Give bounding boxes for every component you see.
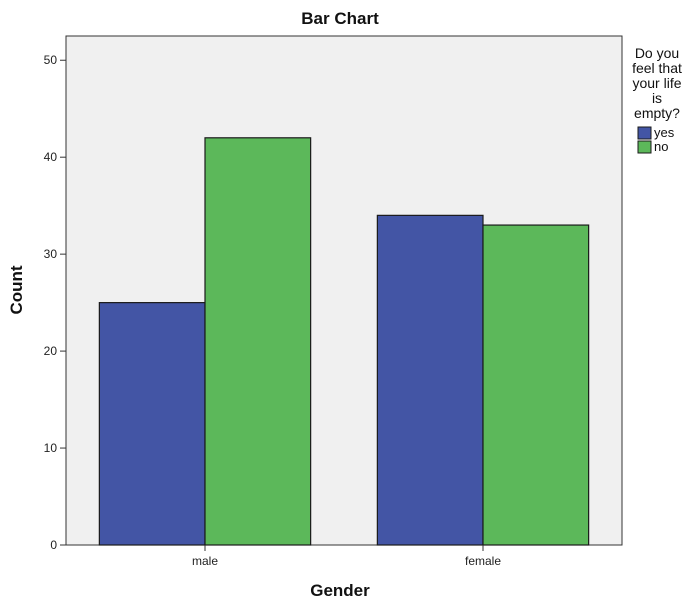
- bars-layer: [98, 137, 590, 546]
- x-tick-label-female: female: [465, 554, 501, 568]
- bar-female-yes: [376, 214, 484, 546]
- y-tick-label-40: 40: [44, 150, 58, 164]
- y-axis-title: Count: [7, 265, 26, 314]
- legend-title-line-2: feel that: [632, 60, 682, 76]
- legend-title-line-3: your life: [632, 75, 681, 91]
- legend-label-yes: yes: [654, 125, 675, 140]
- legend-label-no: no: [654, 139, 668, 154]
- bar-male-no: [204, 137, 312, 546]
- y-tick-label-20: 20: [44, 344, 58, 358]
- y-tick-label-0: 0: [50, 538, 57, 552]
- legend-title-line-4: is: [652, 90, 662, 106]
- y-axis: 0 10 20 30 40 50: [44, 53, 66, 552]
- bar-male-yes: [98, 302, 206, 546]
- legend-title-line-1: Do you: [635, 45, 679, 61]
- x-axis-title: Gender: [310, 581, 370, 600]
- y-tick-label-50: 50: [44, 53, 58, 67]
- bar-female-no: [482, 224, 590, 546]
- legend-title-line-5: empty?: [634, 105, 680, 121]
- legend-swatch-yes: [637, 126, 652, 140]
- x-axis: male female: [192, 545, 501, 568]
- chart-title: Bar Chart: [301, 9, 379, 28]
- y-tick-label-30: 30: [44, 247, 58, 261]
- x-tick-label-male: male: [192, 554, 218, 568]
- y-tick-label-10: 10: [44, 441, 58, 455]
- legend-swatch-no: [637, 140, 652, 154]
